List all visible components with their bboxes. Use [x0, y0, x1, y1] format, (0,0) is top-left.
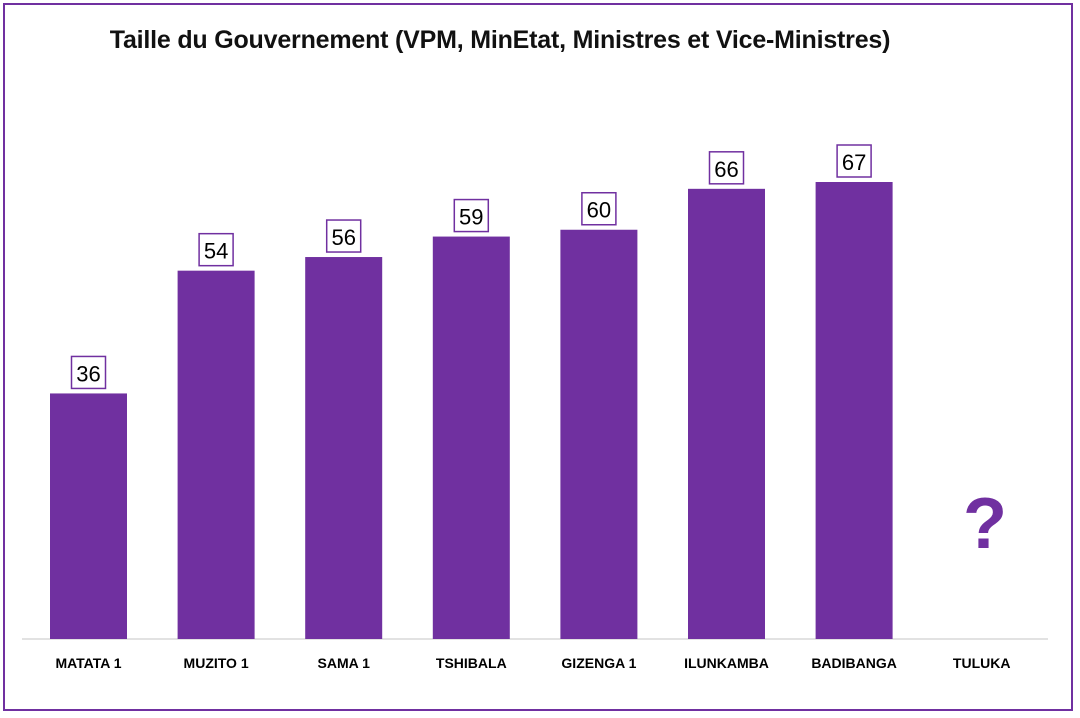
x-tick-label: GIZENGA 1 — [561, 655, 636, 671]
chart-title: Taille du Gouvernement (VPM, MinEtat, Mi… — [109, 26, 891, 54]
data-label: 66 — [714, 157, 738, 182]
data-label-box — [708, 151, 745, 185]
bar — [305, 257, 383, 639]
data-label: 67 — [842, 150, 866, 175]
data-label-box — [836, 144, 872, 178]
bar — [815, 182, 893, 639]
bar — [432, 236, 510, 639]
x-tick-label: BADIBANGA — [811, 655, 897, 671]
data-label: 56 — [331, 225, 355, 250]
unknown-value-marker: ? — [963, 484, 1007, 564]
x-tick-label: ILUNKAMBA — [684, 655, 769, 671]
bar — [688, 188, 765, 639]
data-label-box — [70, 355, 107, 390]
bar — [560, 229, 638, 639]
data-label-box — [325, 219, 362, 253]
bar — [50, 393, 127, 639]
x-tick-label: MUZITO 1 — [184, 655, 249, 671]
x-tick-label: SAMA 1 — [318, 655, 371, 671]
data-label: 59 — [459, 205, 483, 230]
data-label: 36 — [76, 361, 100, 386]
data-label-box — [581, 191, 617, 226]
data-label: 54 — [204, 239, 228, 264]
data-label-box — [198, 232, 234, 267]
bar — [177, 270, 255, 639]
x-tick-label: TSHIBALA — [436, 655, 507, 671]
x-tick-label: TULUKA — [953, 655, 1011, 671]
data-label-box — [453, 198, 490, 233]
data-label: 60 — [587, 198, 611, 223]
x-tick-label: MATATA 1 — [55, 655, 121, 671]
